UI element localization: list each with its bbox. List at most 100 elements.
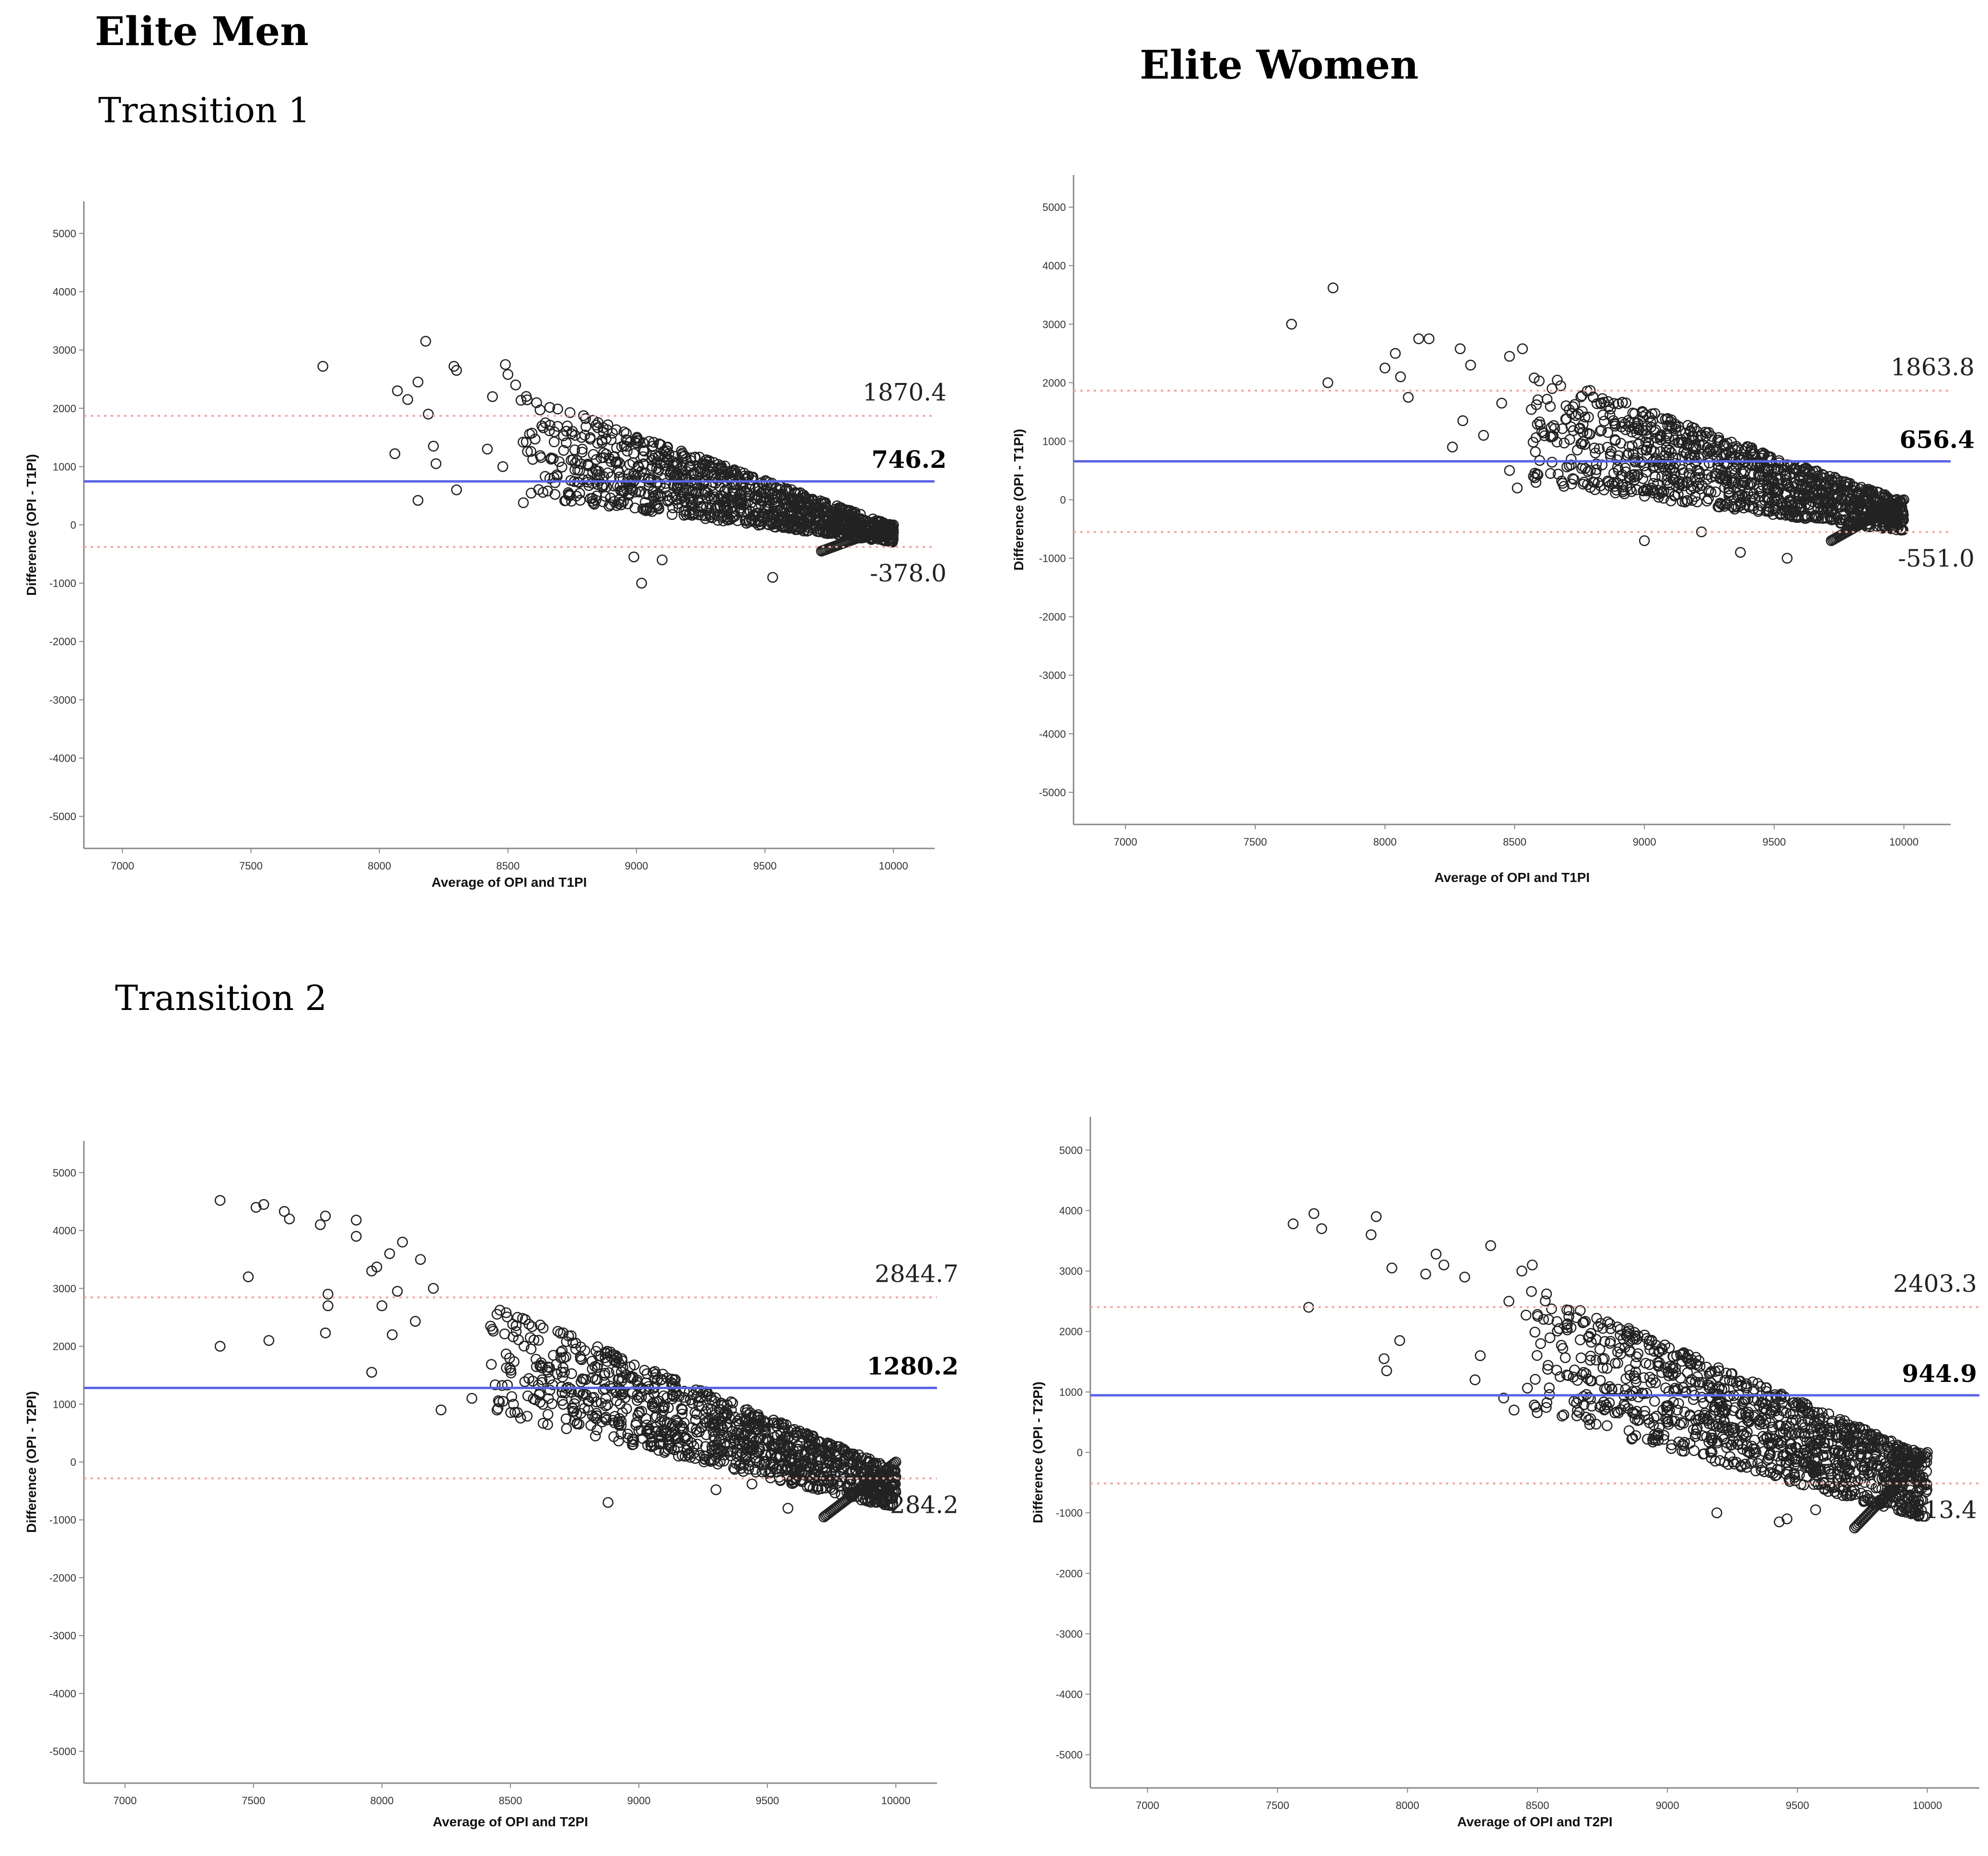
data-point xyxy=(1379,362,1391,374)
data-point xyxy=(1721,449,1732,460)
data-point xyxy=(734,496,745,508)
y-tick-label: 5000 xyxy=(1059,1144,1083,1156)
data-point xyxy=(1413,333,1424,345)
data-point xyxy=(1715,499,1727,510)
data-point xyxy=(1812,1447,1823,1458)
data-point xyxy=(791,1473,802,1484)
data-point xyxy=(678,485,690,496)
data-point xyxy=(1786,1416,1797,1428)
y-tick-label: 4000 xyxy=(53,286,76,298)
data-point xyxy=(250,1202,262,1213)
heading-transition-2: Transition 2 xyxy=(115,978,327,1018)
data-point xyxy=(817,507,829,519)
data-point xyxy=(571,455,583,466)
x-tick-label: 9500 xyxy=(1786,1799,1809,1811)
data-point xyxy=(887,1499,898,1510)
data-point xyxy=(1577,1317,1588,1329)
x-tick-label: 7500 xyxy=(1266,1799,1289,1811)
data-point xyxy=(504,1352,515,1364)
data-point xyxy=(402,394,414,405)
data-point xyxy=(1630,1358,1641,1369)
data-point xyxy=(1599,1404,1611,1415)
data-point xyxy=(505,1407,516,1418)
data-point xyxy=(561,1336,572,1347)
data-point xyxy=(1594,1402,1606,1413)
data-point xyxy=(518,497,529,509)
data-point xyxy=(537,1417,549,1429)
data-point xyxy=(556,1345,568,1357)
data-point xyxy=(537,1322,549,1334)
data-point xyxy=(690,1414,701,1426)
data-point xyxy=(569,444,580,455)
data-point xyxy=(1623,421,1634,432)
data-point xyxy=(1574,1334,1586,1346)
data-point xyxy=(1557,1410,1568,1422)
data-point xyxy=(1678,1440,1689,1451)
data-point xyxy=(616,1420,627,1431)
data-point xyxy=(1783,496,1794,507)
data-point xyxy=(1705,1445,1716,1457)
data-point xyxy=(667,502,679,513)
y-tick-label: 5000 xyxy=(1042,201,1066,213)
data-point xyxy=(1630,1373,1641,1384)
data-point xyxy=(693,506,705,518)
data-point xyxy=(1713,1365,1724,1377)
data-point xyxy=(705,466,716,478)
data-point xyxy=(601,433,612,444)
data-point xyxy=(778,1422,790,1434)
data-point xyxy=(1520,1310,1532,1321)
data-point xyxy=(732,515,743,526)
data-point xyxy=(710,478,721,489)
data-point xyxy=(1758,1403,1770,1414)
data-point xyxy=(1758,463,1770,474)
data-point xyxy=(1577,419,1589,430)
y-tick-label: -1000 xyxy=(49,1514,76,1526)
x-tick-label: 8000 xyxy=(370,1795,393,1807)
x-tick-label: 10000 xyxy=(1889,836,1919,848)
data-point xyxy=(518,437,529,448)
data-point xyxy=(574,487,585,499)
data-point xyxy=(544,473,555,484)
data-point xyxy=(651,1396,662,1407)
data-point xyxy=(1582,479,1593,490)
data-point xyxy=(214,1195,226,1206)
data-point xyxy=(1883,1449,1895,1460)
data-point xyxy=(656,1411,668,1422)
data-point xyxy=(855,1494,867,1506)
data-point xyxy=(661,445,672,457)
data-point xyxy=(1921,1484,1932,1496)
data-point xyxy=(782,1503,794,1514)
data-point xyxy=(521,1411,533,1422)
data-point xyxy=(534,1319,546,1331)
data-point xyxy=(1849,1424,1860,1435)
data-point xyxy=(466,1392,477,1404)
data-point xyxy=(502,1380,513,1391)
data-point xyxy=(1532,1407,1543,1418)
data-point xyxy=(1522,1382,1533,1394)
data-point xyxy=(563,487,574,499)
y-tick-label: -5000 xyxy=(49,811,76,823)
data-point xyxy=(523,1373,534,1384)
data-point xyxy=(1671,1350,1682,1361)
data-point xyxy=(1656,1367,1667,1378)
data-point xyxy=(591,1410,602,1421)
data-point xyxy=(1776,1388,1787,1400)
data-point xyxy=(870,1457,881,1469)
data-point xyxy=(638,458,649,469)
data-point xyxy=(1613,1407,1624,1419)
data-point xyxy=(744,1420,755,1431)
data-point xyxy=(825,509,837,521)
data-point xyxy=(1617,396,1628,408)
y-tick-label: 2000 xyxy=(53,403,76,415)
data-point xyxy=(1585,1350,1596,1362)
data-point xyxy=(741,1453,752,1464)
data-point xyxy=(1769,495,1780,506)
data-point xyxy=(569,429,581,441)
y-tick-label: 0 xyxy=(70,1456,76,1468)
data-point xyxy=(1578,478,1589,490)
data-point xyxy=(1676,1349,1688,1360)
data-point xyxy=(1585,1336,1597,1348)
data-point xyxy=(799,1447,810,1458)
data-point xyxy=(482,443,493,455)
data-point xyxy=(726,1404,737,1415)
